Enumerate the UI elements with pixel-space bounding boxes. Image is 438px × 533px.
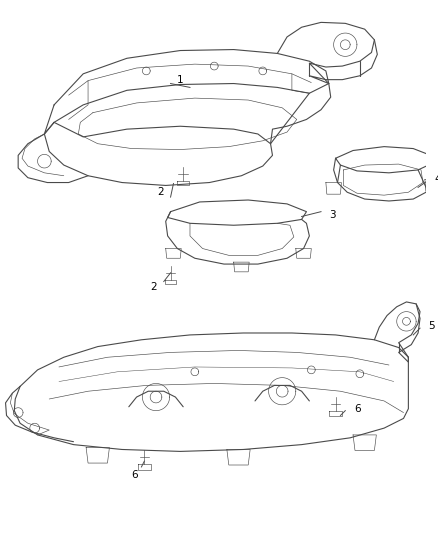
- Text: 2: 2: [158, 187, 164, 197]
- Text: 6: 6: [131, 470, 138, 480]
- Text: 6: 6: [355, 403, 361, 414]
- Text: 3: 3: [329, 209, 336, 220]
- Text: 4: 4: [434, 174, 438, 184]
- Text: 5: 5: [428, 321, 435, 331]
- Text: 1: 1: [177, 75, 184, 85]
- Text: 2: 2: [150, 282, 156, 293]
